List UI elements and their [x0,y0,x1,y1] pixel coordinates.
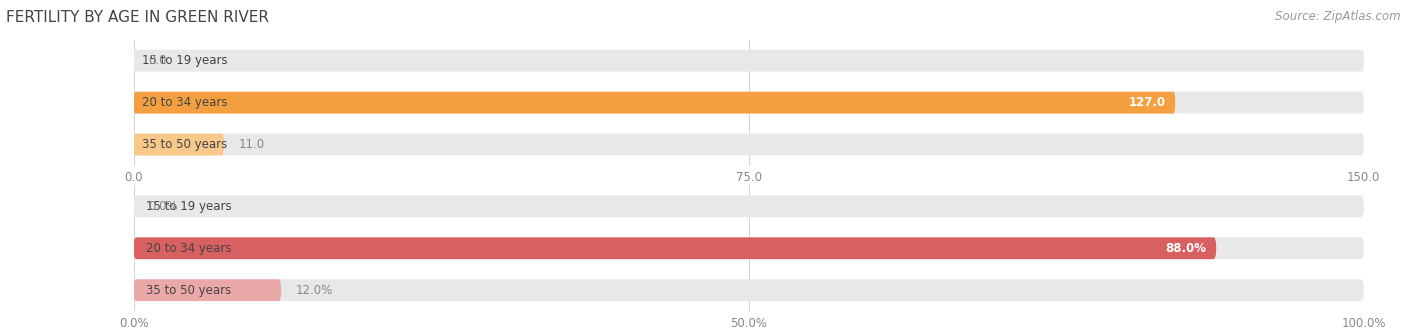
Text: 20 to 34 years: 20 to 34 years [142,96,228,109]
Text: 15 to 19 years: 15 to 19 years [142,54,228,67]
Text: 88.0%: 88.0% [1166,242,1206,255]
Text: 12.0%: 12.0% [295,284,333,297]
FancyBboxPatch shape [134,279,1364,301]
FancyBboxPatch shape [134,195,1364,217]
Text: 20 to 34 years: 20 to 34 years [146,242,232,255]
FancyBboxPatch shape [134,279,281,301]
FancyBboxPatch shape [134,134,224,156]
Text: 0.0: 0.0 [149,54,167,67]
Text: 127.0: 127.0 [1128,96,1166,109]
FancyBboxPatch shape [134,237,1364,259]
Text: 35 to 50 years: 35 to 50 years [146,284,231,297]
FancyBboxPatch shape [134,92,1175,114]
Text: 35 to 50 years: 35 to 50 years [142,138,226,151]
Text: 11.0: 11.0 [239,138,264,151]
FancyBboxPatch shape [134,134,1364,156]
FancyBboxPatch shape [134,237,1216,259]
Text: 15 to 19 years: 15 to 19 years [146,200,232,213]
Text: 0.0%: 0.0% [149,200,179,213]
FancyBboxPatch shape [134,50,1364,71]
FancyBboxPatch shape [134,92,1364,114]
Text: FERTILITY BY AGE IN GREEN RIVER: FERTILITY BY AGE IN GREEN RIVER [6,10,269,25]
Text: Source: ZipAtlas.com: Source: ZipAtlas.com [1275,10,1400,23]
